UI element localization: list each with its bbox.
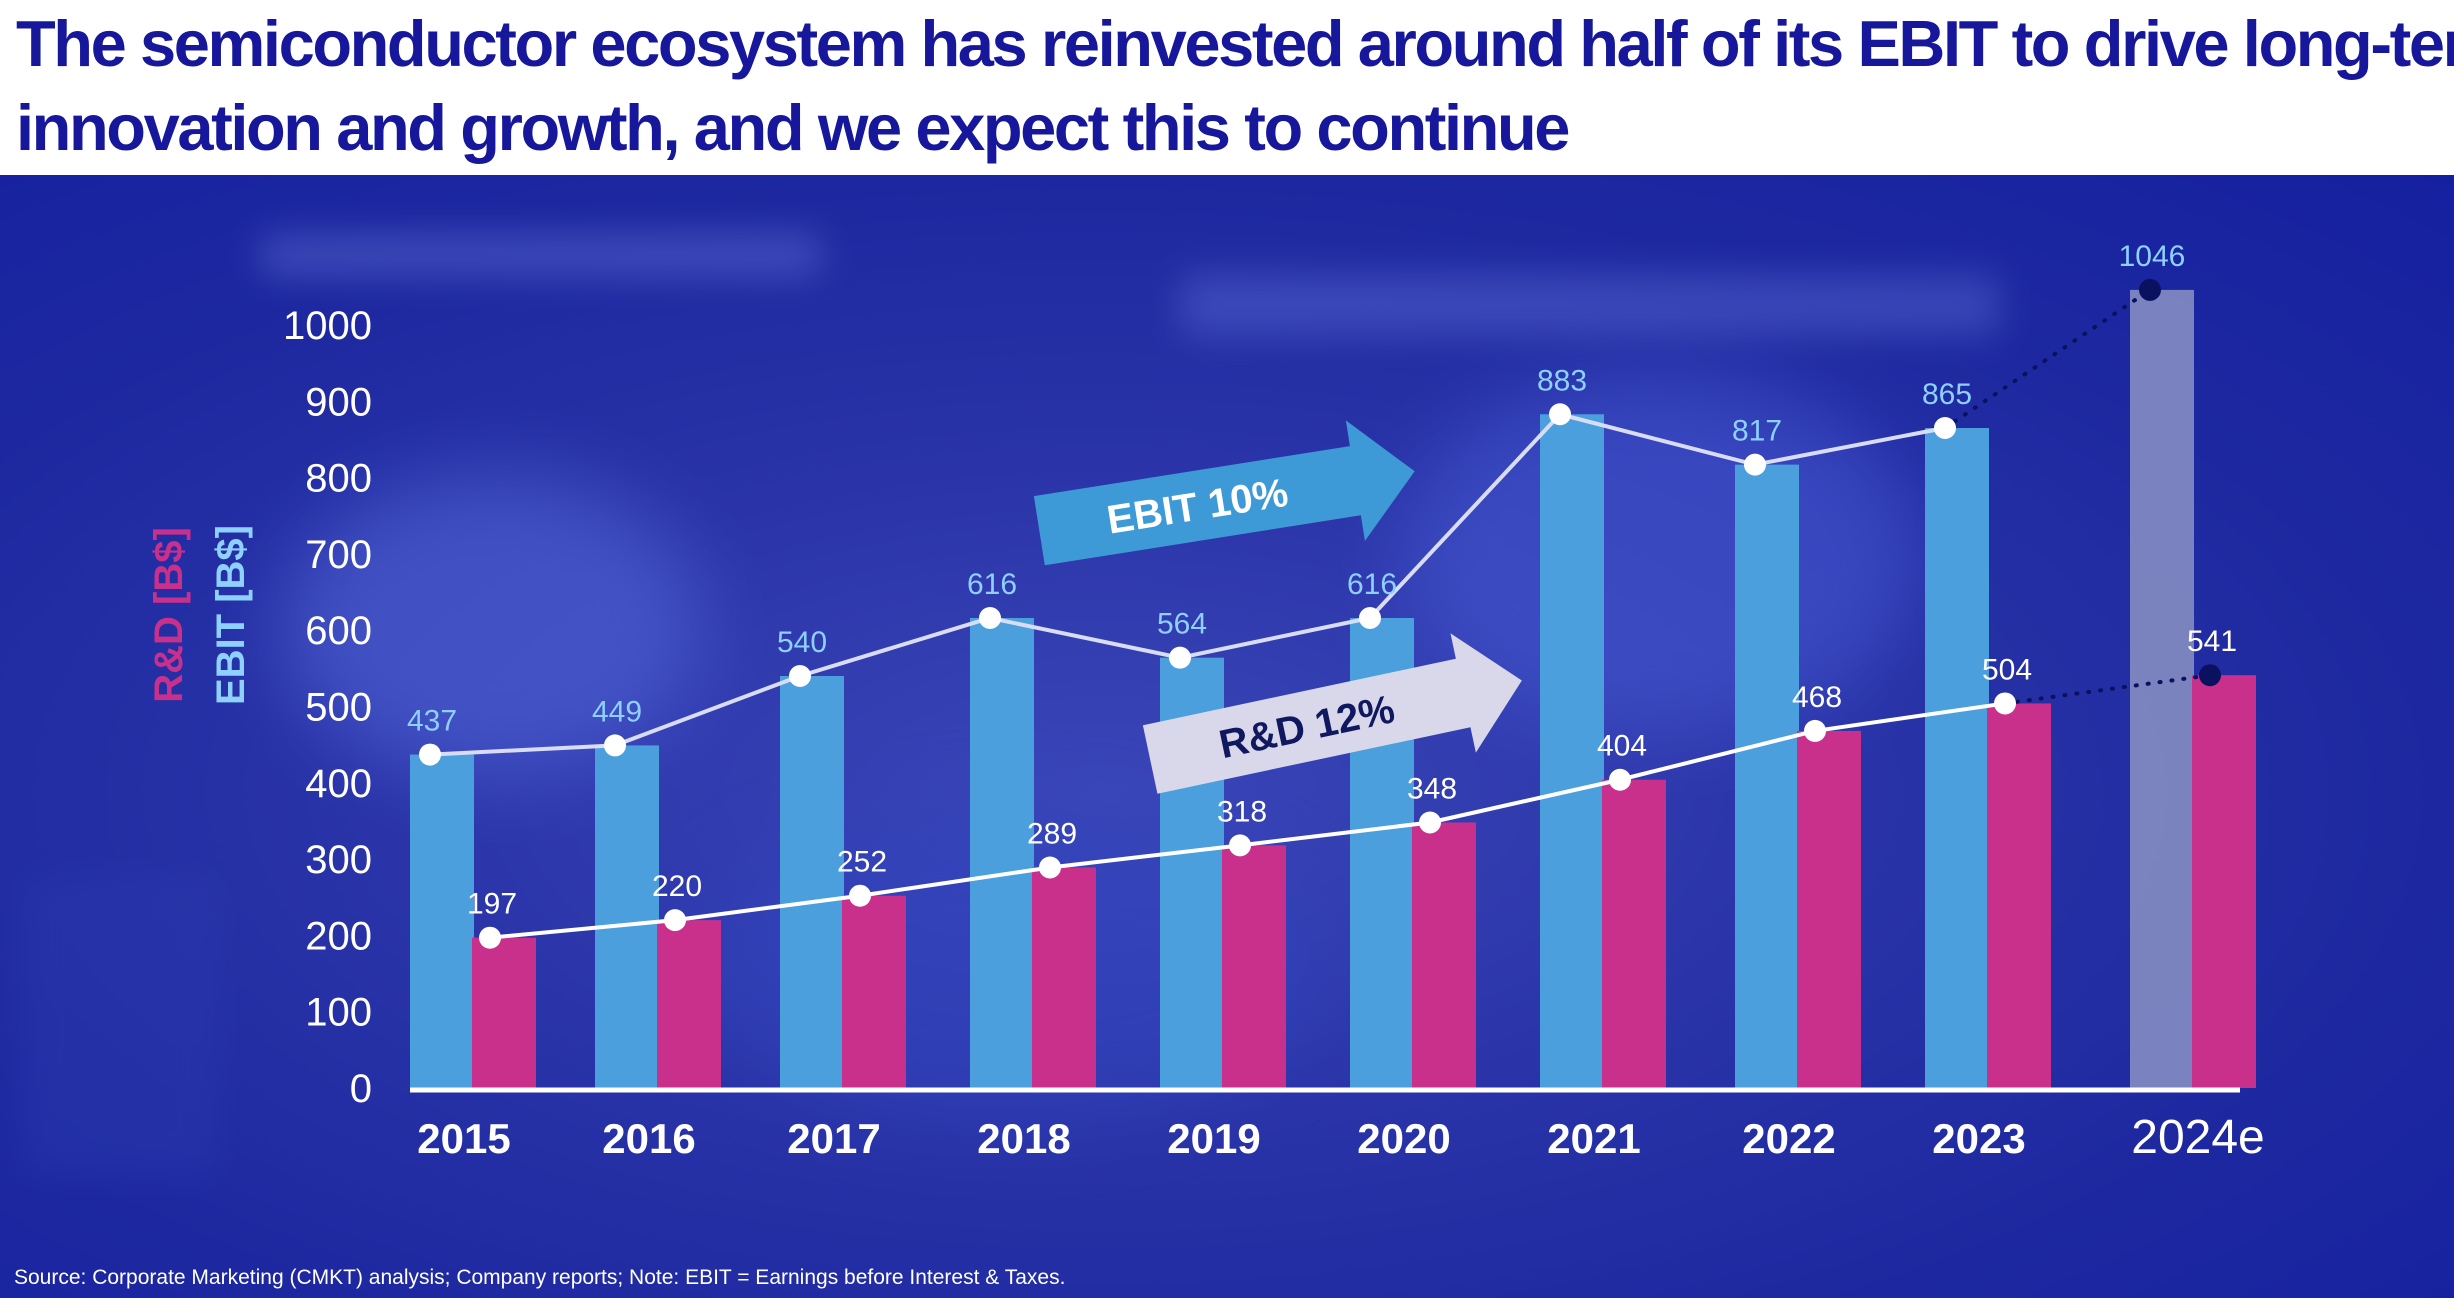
background-haze	[20, 875, 220, 1175]
chart-plot: 0 100 200 300 400 500 600 700 800 900 1000 R&D [B$]…	[147, 240, 2265, 1164]
rnd-growth-arrow-shape	[1142, 633, 1522, 794]
rnd-value-label: 541	[2187, 625, 2237, 658]
ebit-bar	[1925, 428, 1989, 1088]
y-tick-label: 600	[305, 609, 372, 653]
ebit-value-label: 883	[1537, 364, 1587, 397]
ebit-growth-arrow: EBIT 10%	[1033, 420, 1415, 566]
ebit-marker	[979, 606, 1001, 629]
y-tick-label: 300	[305, 838, 372, 882]
x-tick-label: 2020	[1357, 1115, 1450, 1162]
x-tick-label: 2024e	[2131, 1111, 2264, 1164]
ebit-value-label: 437	[407, 705, 457, 738]
y-tick-label: 1000	[283, 304, 372, 348]
ebit-value-label: 564	[1157, 608, 1207, 641]
y-axis-title-ebit: EBIT [B$]	[209, 525, 253, 705]
ebit-bar	[780, 675, 844, 1088]
ebit-marker	[1549, 403, 1571, 426]
x-tick-label: 2019	[1167, 1115, 1260, 1162]
rnd-bar	[1602, 779, 1666, 1088]
ebit-bar	[1540, 414, 1604, 1088]
ebit-bar	[410, 754, 474, 1088]
rnd-marker	[1994, 692, 2016, 715]
chart-title: The semiconductor ecosystem has reinvest…	[16, 2, 2454, 170]
rnd-bar	[1987, 703, 2051, 1088]
y-tick-label: 700	[305, 533, 372, 577]
ebit-value-label: 616	[1347, 568, 1397, 601]
ebit-marker	[604, 734, 626, 757]
rnd-value-label: 318	[1217, 795, 1267, 828]
rnd-bar	[842, 895, 906, 1088]
rnd-marker	[479, 926, 501, 949]
rnd-bar	[1412, 822, 1476, 1088]
rnd-marker	[1419, 811, 1441, 834]
x-tick-label: 2016	[602, 1115, 695, 1162]
ebit-marker	[1934, 417, 1956, 440]
ebit-marker	[1359, 606, 1381, 629]
title-line-1: The semiconductor ecosystem has reinvest…	[16, 7, 2454, 80]
x-tick-label: 2022	[1742, 1115, 1835, 1162]
rnd-value-label: 348	[1407, 772, 1457, 805]
rnd-value-label: 504	[1982, 653, 2032, 686]
ebit-marker	[419, 743, 441, 766]
ebit-value-label: 449	[592, 695, 642, 728]
ebit-marker	[1744, 453, 1766, 476]
y-tick-label: 900	[305, 380, 372, 424]
rnd-value-label: 197	[467, 888, 517, 921]
rnd-bar	[1797, 730, 1861, 1088]
rnd-estimate-line	[2003, 673, 2212, 706]
ebit-value-label: 540	[777, 626, 827, 659]
rnd-marker	[2199, 664, 2221, 687]
rnd-bar	[2192, 675, 2256, 1088]
ebit-bar	[595, 745, 659, 1088]
y-tick-label: 200	[305, 914, 372, 958]
rnd-value-label: 289	[1027, 817, 1077, 850]
ebit-value-label: 616	[967, 568, 1017, 601]
y-tick-label: 500	[305, 686, 372, 730]
chart-panel: 0 100 200 300 400 500 600 700 800 900 1000 R&D [B$]…	[0, 175, 2454, 1298]
ebit-value-label: 1046	[2119, 240, 2186, 273]
y-tick-label: 100	[305, 991, 372, 1035]
rnd-bar	[1032, 867, 1096, 1088]
rnd-value-label: 404	[1597, 730, 1647, 763]
rnd-bar	[472, 937, 536, 1088]
rnd-marker	[664, 909, 686, 932]
ebit-marker	[789, 664, 811, 687]
ebit-estimate-line	[1943, 287, 2152, 431]
y-tick-label: 0	[350, 1067, 372, 1111]
ebit-value-label: 865	[1922, 378, 1972, 411]
ebit-growth-arrow-shape	[1033, 420, 1415, 566]
ebit-marker	[1169, 646, 1191, 669]
y-tick-label: 400	[305, 762, 372, 806]
background-glow	[280, 475, 700, 775]
y-axis-title-rnd: R&D [B$]	[147, 527, 191, 703]
rnd-marker	[1039, 856, 1061, 879]
x-tick-label: 2021	[1547, 1115, 1640, 1162]
rnd-value-label: 220	[652, 870, 702, 903]
rnd-bar	[1222, 845, 1286, 1088]
ebit-bar	[1735, 464, 1799, 1088]
ebit-marker	[2139, 278, 2161, 301]
x-tick-label: 2023	[1932, 1115, 2025, 1162]
rnd-marker	[849, 884, 871, 907]
source-note: Source: Corporate Marketing (CMKT) analy…	[14, 1266, 1066, 1289]
rnd-bar	[657, 920, 721, 1088]
background-haze	[260, 235, 820, 275]
rnd-marker	[1229, 834, 1251, 857]
ebit-value-label: 817	[1732, 415, 1782, 448]
rnd-value-label: 252	[837, 846, 887, 879]
rnd-value-label: 468	[1792, 681, 1842, 714]
title-line-2: innovation and growth, and we expect thi…	[16, 91, 1570, 164]
x-tick-label: 2018	[977, 1115, 1070, 1162]
rnd-marker	[1609, 768, 1631, 791]
background-haze	[1180, 275, 2000, 335]
x-tick-label: 2015	[417, 1115, 510, 1162]
ebit-bar	[2130, 289, 2194, 1089]
x-tick-label: 2017	[787, 1115, 880, 1162]
ebit-bar	[970, 617, 1034, 1088]
y-tick-label: 800	[305, 457, 372, 501]
rnd-marker	[1804, 719, 1826, 742]
